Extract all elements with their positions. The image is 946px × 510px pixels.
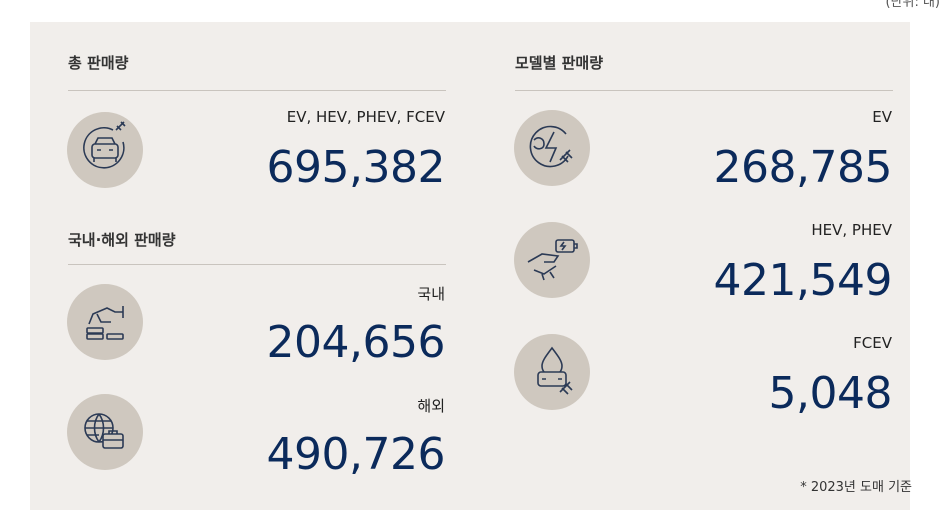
divider xyxy=(68,90,446,91)
panel xyxy=(30,22,910,510)
section-title: 모델별 판매량 xyxy=(515,54,604,72)
item-value: 204,656 xyxy=(266,317,446,368)
item-label: FCEV xyxy=(853,334,892,352)
item-label: HEV, PHEV xyxy=(811,221,892,239)
section-title: 총 판매량 xyxy=(68,54,129,72)
icon-hand-coins xyxy=(67,284,143,360)
item-value: 268,785 xyxy=(713,142,893,193)
icon-car-plug xyxy=(67,112,143,188)
icon-fcev xyxy=(514,334,590,410)
divider xyxy=(515,90,893,91)
item-label: EV, HEV, PHEV, FCEV xyxy=(286,108,445,126)
item-label: EV xyxy=(872,108,892,126)
footnote: * 2023년 도매 기준 xyxy=(800,480,912,495)
section-title: 국내·해외 판매량 xyxy=(68,231,176,249)
item-value: 5,048 xyxy=(768,368,893,419)
icon-hybrid xyxy=(514,222,590,298)
item-label: 국내 xyxy=(417,285,445,303)
icon-ev xyxy=(514,110,590,186)
item-label: 해외 xyxy=(417,397,445,415)
unit-note: (단위: 대) xyxy=(885,0,940,10)
item-value: 695,382 xyxy=(266,142,446,193)
item-value: 421,549 xyxy=(713,255,893,306)
divider xyxy=(68,264,446,265)
item-value: 490,726 xyxy=(266,429,446,480)
icon-globe-briefcase xyxy=(67,394,143,470)
